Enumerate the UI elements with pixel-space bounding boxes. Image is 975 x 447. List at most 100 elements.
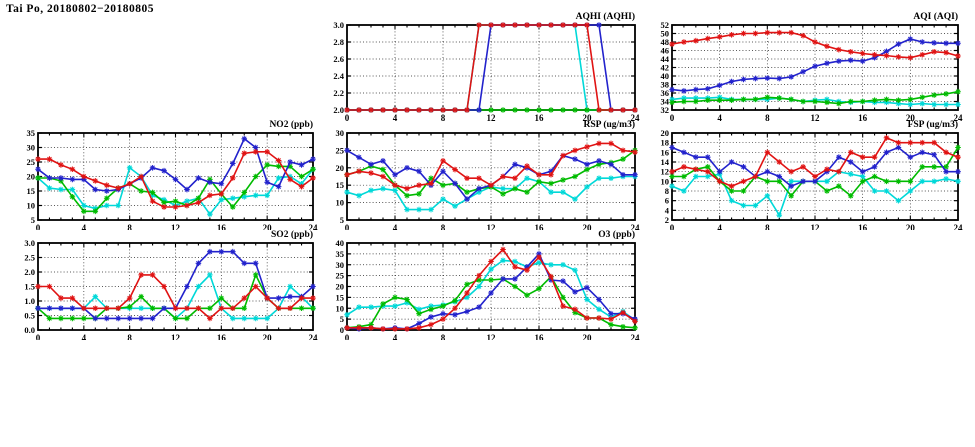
svg-text:4: 4: [393, 223, 398, 230]
svg-text:20: 20: [906, 223, 916, 230]
svg-text:2.8: 2.8: [333, 37, 344, 47]
svg-text:5: 5: [340, 314, 344, 324]
no2-markers-red: [35, 149, 316, 210]
so2-plot-svg: 0.0 0.5 1.0 1.5 2.0 2.5 3.0 0 4 8 12 16 20 24: [24, 238, 319, 340]
svg-text:16: 16: [217, 333, 227, 340]
svg-text:8: 8: [765, 113, 770, 121]
svg-text:20: 20: [336, 282, 345, 292]
svg-text:35: 35: [27, 128, 36, 138]
svg-text:16: 16: [535, 333, 545, 340]
svg-text:1.0: 1.0: [24, 296, 35, 306]
svg-text:30: 30: [336, 260, 345, 270]
svg-text:20: 20: [336, 163, 345, 173]
svg-text:0: 0: [345, 333, 350, 340]
svg-text:20: 20: [661, 128, 670, 138]
fsp-markers-red: [669, 135, 961, 189]
svg-text:12: 12: [661, 167, 670, 177]
svg-text:16: 16: [661, 147, 670, 157]
svg-text:24: 24: [309, 223, 319, 230]
o3-markers-red: [344, 246, 638, 332]
svg-text:2.4: 2.4: [333, 71, 344, 81]
svg-text:2.0: 2.0: [24, 267, 35, 277]
svg-text:15: 15: [336, 292, 345, 302]
svg-text:0: 0: [36, 223, 41, 230]
svg-text:36: 36: [661, 88, 670, 98]
svg-text:2.5: 2.5: [24, 253, 35, 263]
svg-text:10: 10: [661, 176, 670, 186]
svg-text:18: 18: [661, 138, 670, 148]
svg-text:30: 30: [336, 128, 345, 138]
fsp-markers-blue: [669, 144, 961, 189]
svg-text:20: 20: [583, 223, 593, 230]
rsp-plot-svg: 5 10 15 20 25 30 0 4 8 12 16 20 24: [336, 128, 641, 230]
svg-text:2.2: 2.2: [333, 88, 344, 98]
svg-text:4: 4: [717, 113, 722, 121]
svg-text:15: 15: [27, 186, 36, 196]
svg-text:4: 4: [82, 223, 87, 230]
svg-text:10: 10: [336, 198, 345, 208]
svg-text:0.0: 0.0: [24, 325, 35, 335]
svg-text:38: 38: [661, 80, 670, 90]
svg-text:5: 5: [340, 215, 344, 225]
svg-text:48: 48: [661, 37, 670, 47]
svg-text:0: 0: [670, 223, 675, 230]
rsp-chart: RSP (ug/m3) 5 10 15 20 25 30 0 4 8 12 16 20 24: [330, 120, 652, 230]
svg-text:4: 4: [393, 113, 398, 121]
svg-text:0: 0: [345, 113, 350, 121]
svg-text:12: 12: [487, 333, 497, 340]
so2-chart: SO2 (ppb) 0.0 0.5 1.0 1.5 2.0 2.5 3.0 0 4 8 12 16 20…: [10, 230, 320, 340]
svg-text:8: 8: [441, 223, 446, 230]
svg-text:20: 20: [906, 113, 916, 121]
svg-text:2: 2: [665, 215, 669, 225]
svg-text:0: 0: [36, 333, 41, 340]
svg-text:25: 25: [336, 271, 345, 281]
svg-text:12: 12: [811, 113, 821, 121]
svg-text:10: 10: [27, 201, 36, 211]
svg-text:4: 4: [665, 205, 670, 215]
aqi-chart: AQI (AQI) 32 34 36 38 40 42 44 46 48 50 52 0 4 8 12 16 2…: [650, 12, 972, 121]
aqi-markers-green: [669, 88, 961, 107]
svg-text:40: 40: [336, 238, 345, 248]
svg-text:50: 50: [661, 29, 670, 39]
so2-markers-blue: [35, 248, 316, 322]
so2-chart-title: SO2 (ppb): [271, 230, 313, 240]
no2-plot-svg: 5 10 15 20 25 30 35 0 4 8 12 16 20 24: [27, 128, 319, 230]
svg-text:24: 24: [309, 333, 319, 340]
svg-text:24: 24: [954, 223, 964, 230]
so2-markers-red: [35, 272, 316, 322]
aqhi-chart: AQHI (AQHI) 2.0 2.2 2.4 2.6 2.8 3.0 0 4 8 12 16 20 2…: [330, 12, 652, 121]
svg-text:52: 52: [661, 20, 670, 30]
svg-text:5: 5: [31, 215, 35, 225]
svg-text:20: 20: [27, 172, 36, 182]
fsp-chart: FSP (ug/m3) 2 4 6 8 10 12 14 16 18 20 0 4 8 12 16 20 24: [650, 120, 972, 230]
svg-text:24: 24: [631, 333, 641, 340]
aqi-chart-title: AQI (AQI): [913, 12, 958, 22]
svg-text:0: 0: [345, 223, 350, 230]
aqhi-markers-red: [344, 22, 638, 113]
svg-text:42: 42: [661, 63, 670, 73]
svg-text:3.0: 3.0: [24, 238, 35, 248]
o3-markers-green: [344, 273, 638, 331]
svg-text:0: 0: [340, 325, 344, 335]
svg-text:4: 4: [393, 333, 398, 340]
svg-text:20: 20: [583, 113, 593, 121]
o3-chart-title: O3 (ppb): [598, 230, 635, 240]
fsp-chart-title: FSP (ug/m3): [907, 120, 958, 130]
svg-text:1.5: 1.5: [24, 282, 35, 292]
svg-text:0.5: 0.5: [24, 311, 35, 321]
page-title: Tai Po, 20180802−20180805: [6, 3, 155, 15]
svg-text:2.0: 2.0: [333, 105, 344, 115]
svg-text:4: 4: [717, 223, 722, 230]
svg-text:20: 20: [263, 333, 273, 340]
svg-text:2.6: 2.6: [333, 54, 344, 64]
rsp-markers-red: [344, 140, 638, 192]
svg-text:40: 40: [661, 71, 670, 81]
svg-text:24: 24: [631, 113, 641, 121]
aqhi-chart-title: AQHI (AQHI): [575, 12, 635, 22]
svg-text:6: 6: [665, 196, 669, 206]
aqhi-plot-svg: 2.0 2.2 2.4 2.6 2.8 3.0 0 4 8 12 16 20 24: [333, 20, 641, 121]
svg-text:24: 24: [631, 223, 641, 230]
svg-text:12: 12: [487, 223, 497, 230]
o3-chart: O3 (ppb) 0 5 10 15 20 25 30 35 40 0 4 8 12 16 20 24: [330, 230, 652, 340]
